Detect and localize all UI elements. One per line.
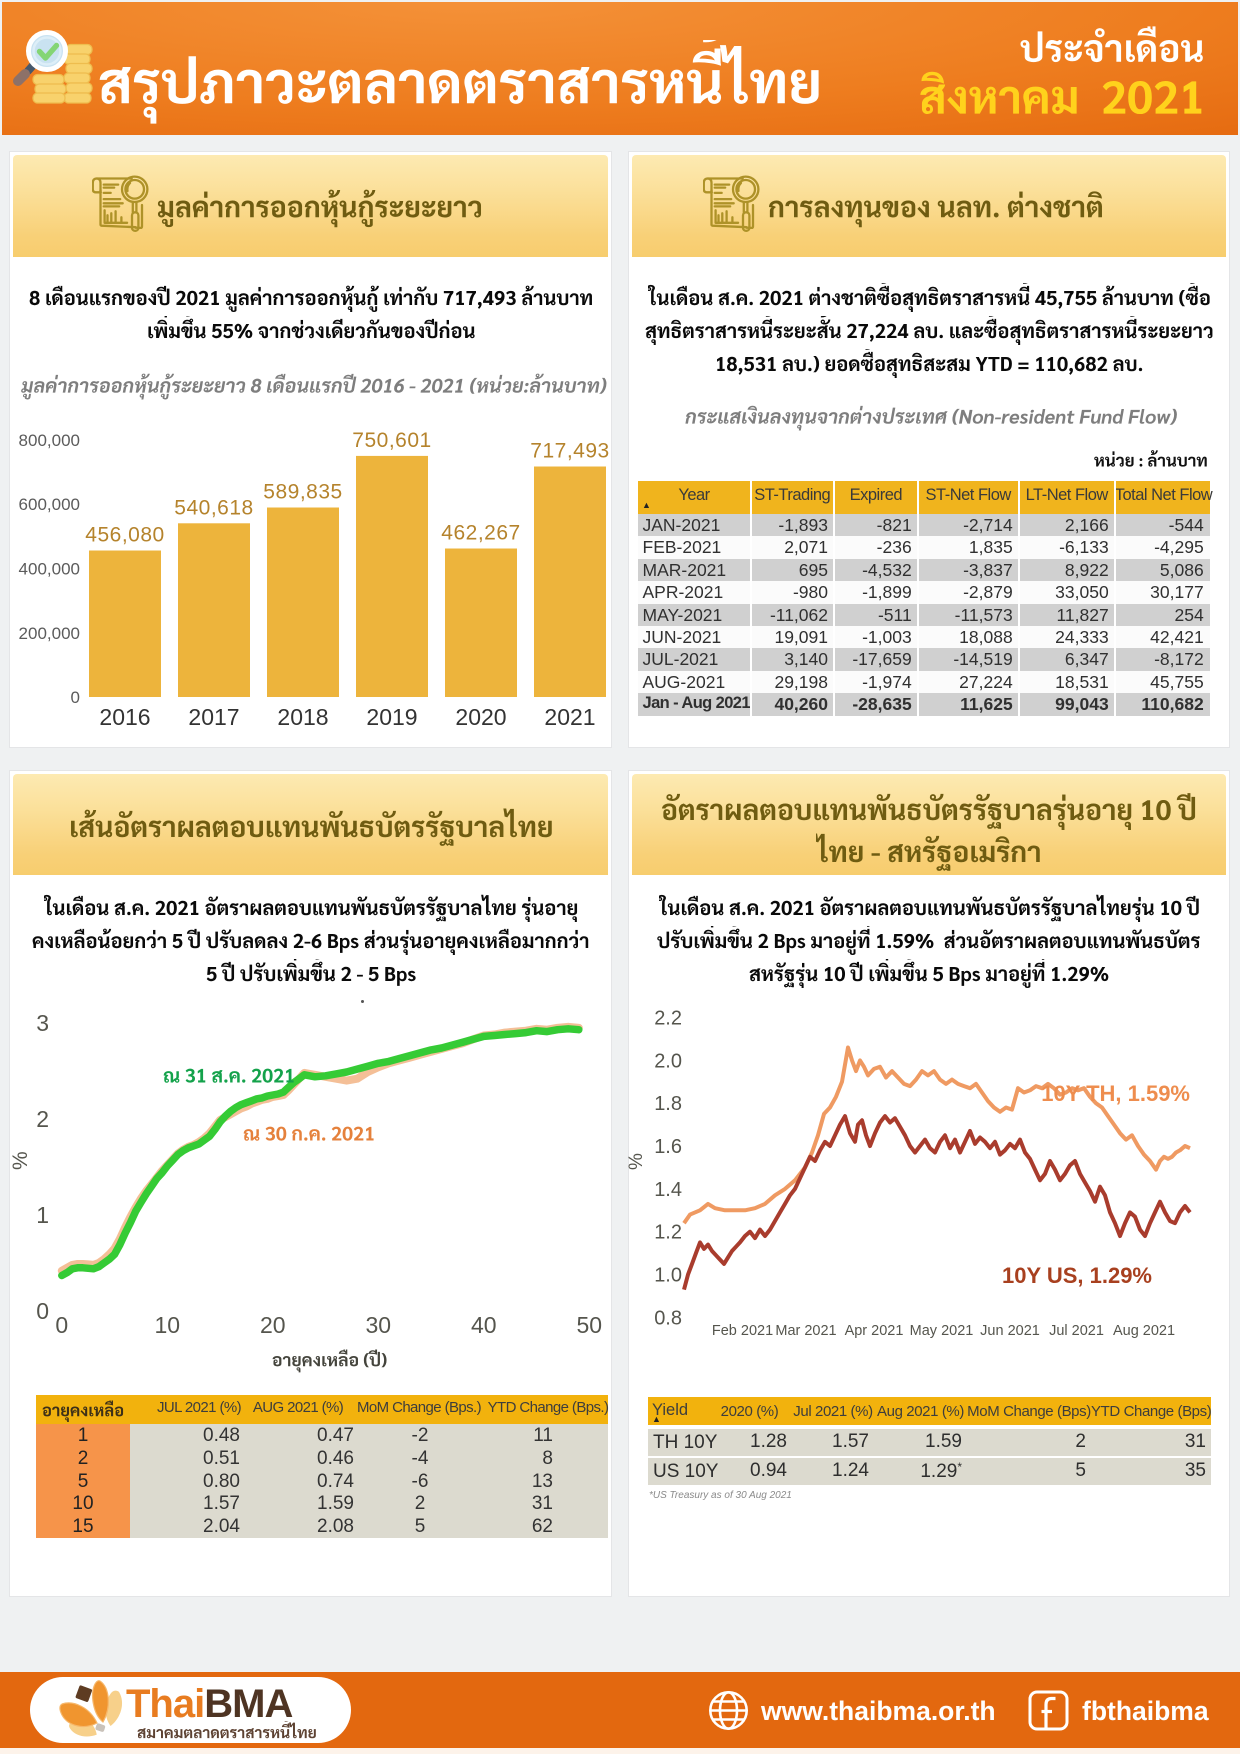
svg-text:717,493: 717,493 (530, 440, 609, 463)
svg-text:Jul 2021: Jul 2021 (1049, 1323, 1104, 1339)
svg-text:800,000: 800,000 (19, 431, 80, 450)
svg-text:1.8: 1.8 (654, 1093, 682, 1115)
svg-text:50: 50 (577, 1312, 603, 1338)
svg-text:0.8: 0.8 (654, 1307, 682, 1329)
svg-text:1: 1 (36, 1202, 49, 1228)
svg-text:%: % (9, 1151, 32, 1170)
svg-text:2020: 2020 (455, 704, 506, 730)
svg-text:200,000: 200,000 (19, 624, 80, 643)
svg-text:10Y US, 1.29%: 10Y US, 1.29% (1002, 1263, 1152, 1288)
svg-text:2017: 2017 (188, 704, 239, 730)
svg-text:2016: 2016 (99, 704, 150, 730)
svg-text:0: 0 (36, 1298, 49, 1324)
svg-text:462,267: 462,267 (441, 522, 520, 545)
svg-text:1.4: 1.4 (654, 1179, 682, 1201)
svg-text:Feb 2021: Feb 2021 (712, 1323, 773, 1339)
svg-text:1.6: 1.6 (654, 1136, 682, 1158)
svg-text:0: 0 (71, 688, 80, 707)
svg-text:750,601: 750,601 (352, 429, 431, 452)
svg-text:10Y TH, 1.59%: 10Y TH, 1.59% (1041, 1081, 1190, 1106)
svg-text:456,080: 456,080 (85, 524, 164, 547)
svg-text:0: 0 (55, 1312, 68, 1338)
svg-text:540,618: 540,618 (174, 496, 253, 519)
svg-text:2.2: 2.2 (654, 1008, 682, 1030)
svg-text:Jun 2021: Jun 2021 (980, 1323, 1040, 1339)
svg-text:Mar 2021: Mar 2021 (775, 1323, 836, 1339)
svg-text:1.2: 1.2 (654, 1222, 682, 1244)
svg-text:Aug 2021: Aug 2021 (1113, 1323, 1175, 1339)
svg-text:%: % (628, 1153, 647, 1170)
svg-text:30: 30 (366, 1312, 392, 1338)
svg-text:400,000: 400,000 (19, 560, 80, 579)
svg-text:10: 10 (155, 1312, 181, 1338)
svg-text:600,000: 600,000 (19, 495, 80, 514)
svg-text:2021: 2021 (544, 704, 595, 730)
svg-text:Apr 2021: Apr 2021 (845, 1323, 904, 1339)
svg-text:2018: 2018 (277, 704, 328, 730)
svg-text:40: 40 (471, 1312, 497, 1338)
svg-text:3: 3 (36, 1010, 49, 1036)
svg-text:589,835: 589,835 (263, 481, 342, 504)
svg-text:2: 2 (36, 1106, 49, 1132)
svg-text:May 2021: May 2021 (910, 1323, 974, 1339)
svg-text:20: 20 (260, 1312, 286, 1338)
svg-text:1.0: 1.0 (654, 1265, 682, 1287)
svg-text:2019: 2019 (366, 704, 417, 730)
svg-text:2.0: 2.0 (654, 1050, 682, 1072)
